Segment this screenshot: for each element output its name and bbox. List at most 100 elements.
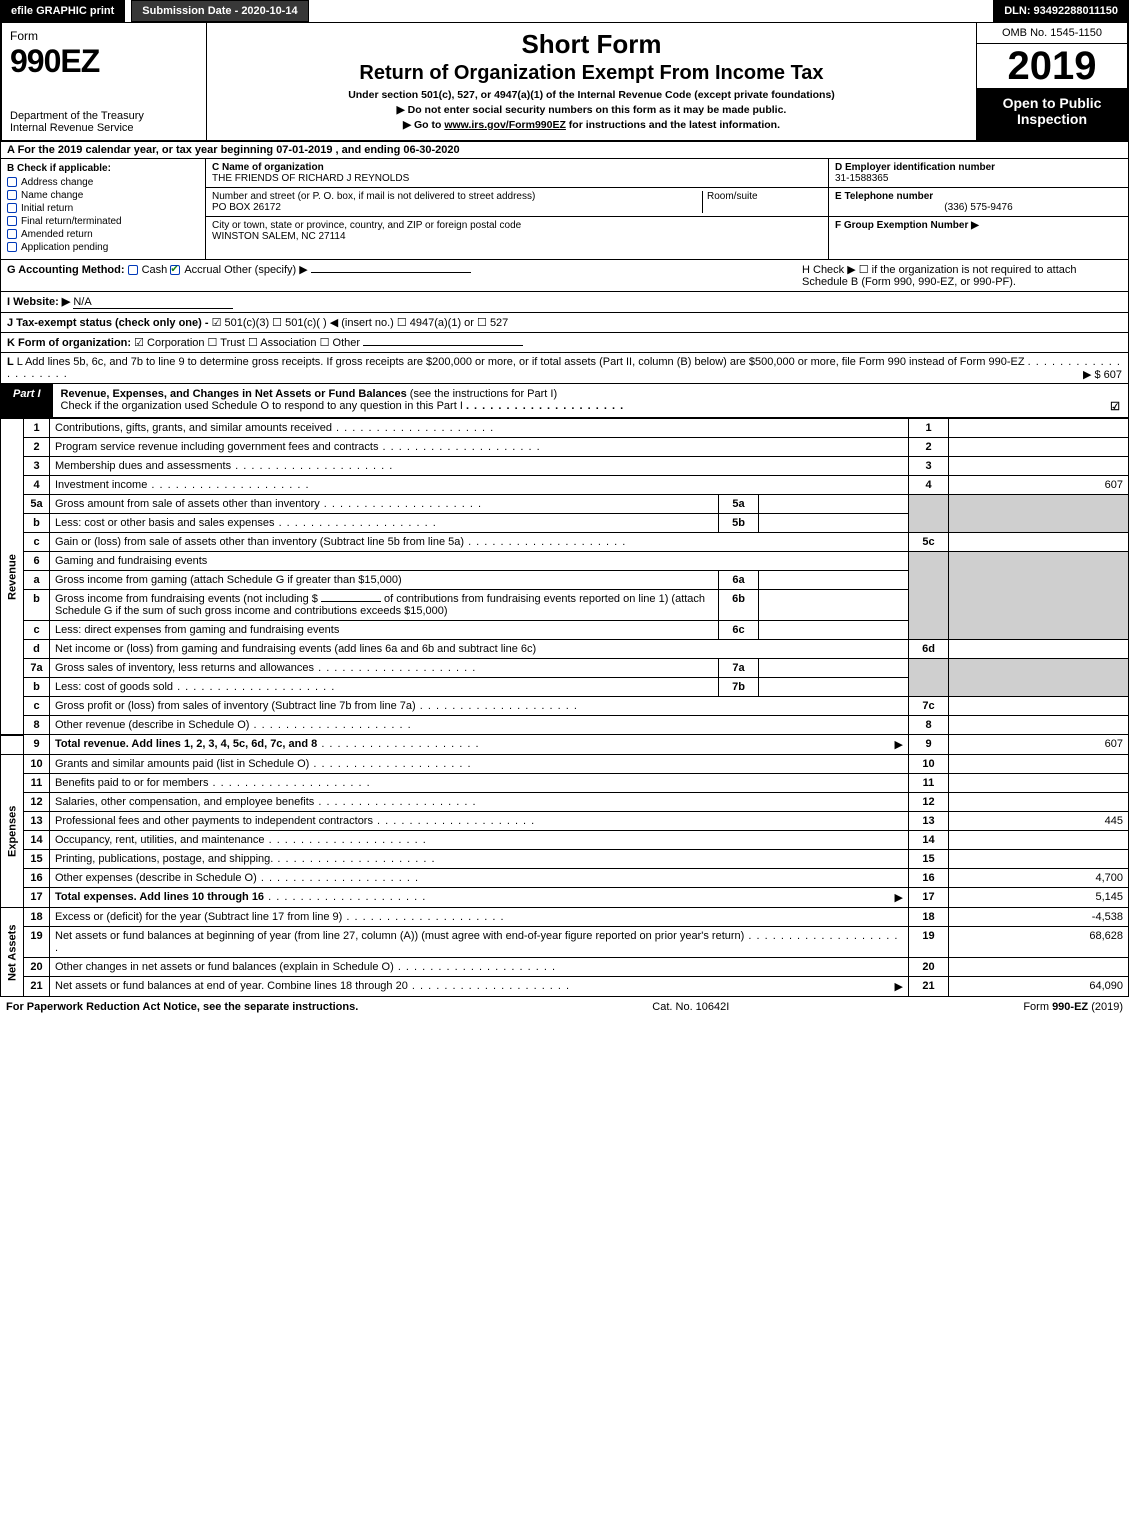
part1-checknote: Check if the organization used Schedule … [61,400,463,412]
row-11-num: 11 [24,774,50,793]
row-20-val [949,958,1129,977]
row-7c-val [949,697,1129,716]
chk-application-pending[interactable]: Application pending [7,242,199,253]
row-13-val: 445 [949,812,1129,831]
top-bar: efile GRAPHIC print Submission Date - 20… [0,0,1129,22]
row-15-text: Printing, publications, postage, and shi… [55,853,273,865]
row-6d-num: d [24,640,50,659]
row-4-num: 4 [24,476,50,495]
goto-pre: ▶ Go to [403,119,444,131]
l-text: L Add lines 5b, 6c, and 7b to line 9 to … [17,356,1025,368]
line-l: L L Add lines 5b, 6c, and 7b to line 9 t… [0,353,1129,384]
irs-link[interactable]: www.irs.gov/Form990EZ [444,119,566,131]
row-5b-mref: 5b [719,514,759,533]
row-20-text: Other changes in net assets or fund bala… [55,961,394,973]
row-10-ref: 10 [909,755,949,774]
row-8-text: Other revenue (describe in Schedule O) [55,719,249,731]
c-addr-label: Number and street (or P. O. box, if mail… [212,191,702,202]
row-12-val [949,793,1129,812]
row-5c-ref: 5c [909,533,949,552]
row-18-text: Excess or (deficit) for the year (Subtra… [55,911,342,923]
row-21-arrow: ▶ [895,980,903,993]
row-5a-mref: 5a [719,495,759,514]
row-2-val [949,438,1129,457]
line-g-h: G Accounting Method: Cash Accrual Other … [0,260,1129,292]
opt-name-change: Name change [21,190,83,201]
row-2-text: Program service revenue including govern… [55,441,378,453]
row-14-val [949,831,1129,850]
row-19-text: Net assets or fund balances at beginning… [55,930,744,942]
ein-value: 31-1588365 [835,173,1122,184]
row-6a-text: Gross income from gaming (attach Schedul… [50,571,719,590]
c-name-label: C Name of organization [212,162,822,173]
row-6d-text: Net income or (loss) from gaming and fun… [50,640,909,659]
row-9-val: 607 [949,735,1129,755]
page-footer: For Paperwork Reduction Act Notice, see … [0,997,1129,1017]
row-17-ref: 17 [909,888,949,908]
row-18-num: 18 [24,908,50,927]
j-label: J Tax-exempt status (check only one) - [7,317,212,329]
row-3-num: 3 [24,457,50,476]
row-10-num: 10 [24,755,50,774]
section-b: B Check if applicable: Address change Na… [1,159,206,259]
org-address: PO BOX 26172 [212,202,702,213]
chk-address-change[interactable]: Address change [7,177,199,188]
row-8-num: 8 [24,716,50,735]
row-7c-text: Gross profit or (loss) from sales of inv… [55,700,416,712]
line-i: I Website: ▶ N/A [0,292,1129,313]
tax-year: 2019 [977,44,1127,89]
row-1-text: Contributions, gifts, grants, and simila… [55,422,332,434]
room-suite-label: Room/suite [702,191,822,213]
footer-mid: Cat. No. 10642I [652,1001,729,1013]
line-k: K Form of organization: ☑ Corporation ☐ … [0,333,1129,353]
g-accrual[interactable]: Accrual [184,264,221,276]
form-number: 990EZ [10,43,198,80]
goto-post: for instructions and the latest informat… [566,119,780,131]
dln-label: DLN: 93492288011150 [993,0,1129,22]
row-14-num: 14 [24,831,50,850]
g-other: Other (specify) ▶ [224,264,308,276]
row-14-text: Occupancy, rent, utilities, and maintena… [55,834,265,846]
g-label: G Accounting Method: [7,264,125,276]
row-16-ref: 16 [909,869,949,888]
irs-label: Internal Revenue Service [10,122,198,134]
chk-final-return[interactable]: Final return/terminated [7,216,199,227]
footer-right: Form 990-EZ (2019) [1023,1001,1123,1013]
part1-checkmark[interactable]: ☑ [1110,400,1120,413]
chk-amended-return[interactable]: Amended return [7,229,199,240]
row-15-val [949,850,1129,869]
chk-name-change[interactable]: Name change [7,190,199,201]
row-2-ref: 2 [909,438,949,457]
row-21-ref: 21 [909,977,949,997]
row-1-num: 1 [24,419,50,438]
j-options[interactable]: ☑ 501(c)(3) ☐ 501(c)( ) ◀ (insert no.) ☐… [212,317,509,329]
row-13-text: Professional fees and other payments to … [55,815,373,827]
line-j: J Tax-exempt status (check only one) - ☑… [0,313,1129,333]
org-city: WINSTON SALEM, NC 27114 [212,231,521,242]
header-right: OMB No. 1545-1150 2019 Open to Public In… [977,23,1127,140]
k-options[interactable]: ☑ Corporation ☐ Trust ☐ Association ☐ Ot… [134,337,360,349]
efile-print-button[interactable]: efile GRAPHIC print [0,0,125,22]
row-5a-mval [759,495,909,514]
open-to-public: Open to Public Inspection [977,89,1127,140]
row-4-text: Investment income [55,479,147,491]
part1-header: Part I Revenue, Expenses, and Changes in… [0,384,1129,418]
row-17-arrow: ▶ [895,891,903,904]
row-6c-text: Less: direct expenses from gaming and fu… [55,624,339,636]
row-18-ref: 18 [909,908,949,927]
row-12-num: 12 [24,793,50,812]
c-city-label: City or town, state or province, country… [212,220,521,231]
row-6b-mref: 6b [719,590,759,621]
e-label: E Telephone number [835,191,1122,202]
opt-application-pending: Application pending [21,242,108,253]
row-8-ref: 8 [909,716,949,735]
row-6c-mval [759,621,909,640]
row-1-ref: 1 [909,419,949,438]
row-21-val: 64,090 [949,977,1129,997]
section-def: D Employer identification number 31-1588… [828,159,1128,259]
chk-initial-return[interactable]: Initial return [7,203,199,214]
row-11-val [949,774,1129,793]
row-7a-text: Gross sales of inventory, less returns a… [55,662,314,674]
part1-tag: Part I [1,384,53,417]
g-cash[interactable]: Cash [142,264,168,276]
